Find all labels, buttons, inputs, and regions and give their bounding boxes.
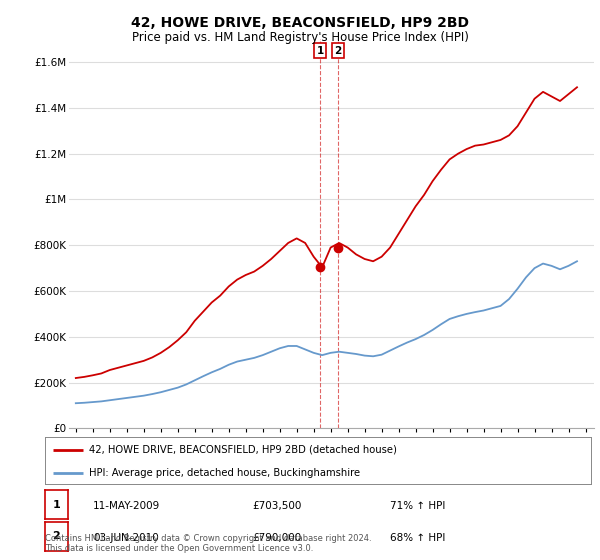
Text: Contains HM Land Registry data © Crown copyright and database right 2024.
This d: Contains HM Land Registry data © Crown c… [45, 534, 371, 553]
Text: 42, HOWE DRIVE, BEACONSFIELD, HP9 2BD (detached house): 42, HOWE DRIVE, BEACONSFIELD, HP9 2BD (d… [89, 445, 397, 455]
Text: 2: 2 [53, 531, 60, 542]
Text: Price paid vs. HM Land Registry's House Price Index (HPI): Price paid vs. HM Land Registry's House … [131, 31, 469, 44]
Text: 2: 2 [334, 46, 341, 56]
Text: £790,000: £790,000 [252, 533, 301, 543]
Text: 1: 1 [53, 500, 60, 510]
Text: £703,500: £703,500 [252, 501, 301, 511]
Text: 68% ↑ HPI: 68% ↑ HPI [390, 533, 445, 543]
Text: 11-MAY-2009: 11-MAY-2009 [93, 501, 160, 511]
Text: HPI: Average price, detached house, Buckinghamshire: HPI: Average price, detached house, Buck… [89, 468, 360, 478]
Text: 1: 1 [316, 46, 323, 56]
Text: 03-JUN-2010: 03-JUN-2010 [93, 533, 159, 543]
Text: 71% ↑ HPI: 71% ↑ HPI [390, 501, 445, 511]
Text: 42, HOWE DRIVE, BEACONSFIELD, HP9 2BD: 42, HOWE DRIVE, BEACONSFIELD, HP9 2BD [131, 16, 469, 30]
